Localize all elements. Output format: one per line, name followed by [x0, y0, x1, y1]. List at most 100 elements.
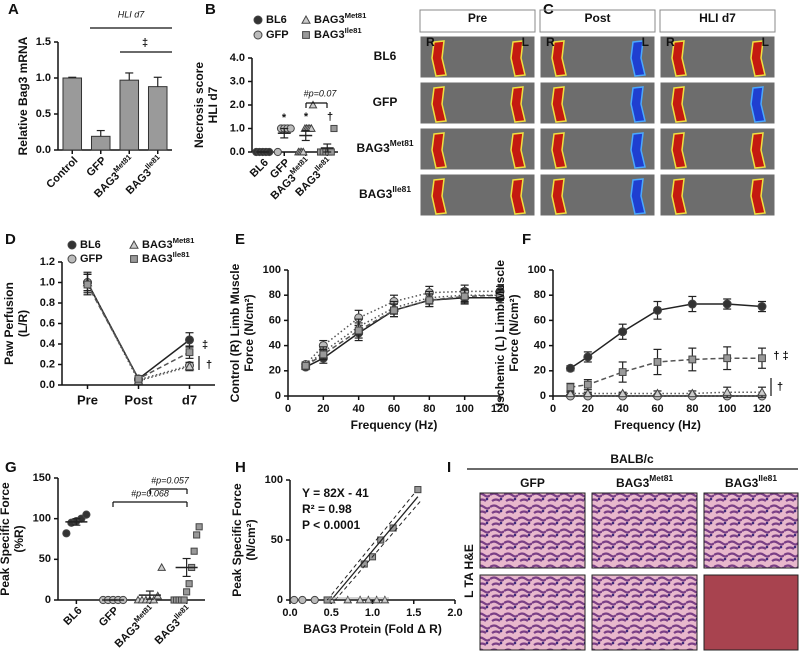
fit-ci [334, 500, 422, 601]
marker [617, 388, 628, 398]
panel-letter: C [543, 1, 554, 18]
marker [687, 388, 698, 398]
y-tick-label: 1.2 [40, 256, 55, 268]
marker [565, 388, 576, 398]
y-tick-label: 0.8 [40, 297, 55, 309]
x-tick-label: 60 [388, 403, 400, 415]
y-tick-label: 0.2 [40, 358, 55, 370]
panel-letter: E [235, 231, 245, 248]
limb [431, 40, 447, 77]
x-tick-label: 0.5 [324, 607, 339, 619]
marker [62, 529, 71, 538]
row-label: BL6 [374, 49, 397, 63]
y-tick-label: 2.0 [230, 99, 245, 111]
histology-image [591, 492, 698, 569]
y-axis-label: Necrosis score [192, 62, 206, 148]
x-tick-label: d7 [182, 392, 197, 407]
marker [83, 280, 92, 289]
y-axis-label: Paw Perfusion [2, 282, 16, 365]
histology-image [703, 492, 799, 569]
x-tick-label: 100 [455, 403, 473, 415]
column-label: GFP [520, 476, 545, 490]
limb [750, 86, 766, 123]
x-axis-label: BAG3 Protein (Fold Δ R) [303, 622, 442, 636]
x-tick-label: GFP [84, 155, 108, 179]
marker [301, 14, 311, 24]
histology-image [703, 574, 799, 651]
limb [510, 86, 526, 123]
x-axis-label: Frequency (Hz) [351, 418, 438, 432]
marker [253, 15, 263, 25]
y-tick-label: 0 [540, 390, 546, 402]
marker [185, 580, 193, 588]
y-tick-label: 60 [534, 314, 546, 326]
marker [618, 327, 628, 337]
y-tick-label: 1.5 [36, 36, 51, 48]
marker [308, 100, 318, 109]
panel-letter: F [522, 231, 531, 248]
histology-image [591, 574, 698, 651]
annotation: † [206, 359, 212, 371]
panel-letter: G [5, 459, 17, 476]
series-line [305, 294, 500, 367]
marker [67, 240, 77, 250]
marker [380, 595, 390, 604]
marker [253, 30, 263, 40]
limb [630, 178, 646, 215]
x-tick-label: 40 [353, 403, 365, 415]
marker [190, 547, 198, 555]
y-tick-label: 20 [269, 365, 281, 377]
marker [185, 348, 194, 357]
marker [653, 305, 662, 315]
y-tick-label: 0 [277, 594, 283, 606]
y-axis-label: Relative Bag3 mRNA [16, 36, 30, 155]
y-axis-label: Peak Specific Force [230, 483, 244, 597]
column-header: Pre [468, 11, 488, 25]
marker [273, 147, 282, 157]
fit-line [330, 496, 419, 601]
x-tick-label: 0.0 [282, 607, 297, 619]
annotation: † [327, 111, 333, 123]
x-tick-label: 0 [285, 403, 291, 415]
x-tick-label: Pre [77, 392, 98, 407]
annotation: * [282, 112, 287, 124]
marker [687, 299, 697, 309]
x-tick-label: 80 [423, 403, 435, 415]
x-tick-label: 100 [718, 403, 736, 415]
annotation: † ‡ [773, 350, 788, 362]
limb [510, 132, 526, 169]
legend-label: BAG3Met81 [314, 11, 367, 26]
panel-letter: H [235, 459, 246, 476]
y-axis-label: Force (N/cm²) [242, 294, 256, 371]
annotation: † [777, 381, 783, 393]
y-tick-label: 80 [534, 289, 546, 301]
marker [354, 326, 363, 335]
x-tick-label: BL6 [61, 605, 84, 628]
marker [184, 361, 195, 371]
x-tick-label: 120 [753, 403, 771, 415]
marker [688, 355, 697, 364]
y-tick-label: 0.6 [40, 317, 55, 329]
series-line [86, 282, 190, 380]
side-label: L [762, 35, 769, 49]
marker [390, 306, 398, 315]
y-axis-label: Peak Specific Force [0, 482, 12, 596]
marker [723, 354, 732, 363]
side-label: L [642, 35, 649, 49]
marker [757, 302, 767, 312]
limb [551, 40, 567, 77]
y-axis-label: Ischemic (L) Limb Muscle [493, 260, 507, 406]
legend-label: GFP [80, 253, 103, 265]
column-header: HLI d7 [699, 11, 736, 25]
y-axis-label: Force (N/cm²) [507, 294, 521, 371]
panel-letter: B [205, 1, 216, 18]
marker [372, 595, 382, 604]
series-line [86, 282, 190, 382]
panel-letter: A [8, 1, 19, 18]
y-axis-label: (%R) [12, 525, 26, 552]
x-tick-label: 120 [491, 403, 509, 415]
y-tick-label: 100 [263, 264, 281, 276]
marker [583, 352, 593, 362]
marker [389, 524, 397, 532]
marker [185, 335, 194, 345]
